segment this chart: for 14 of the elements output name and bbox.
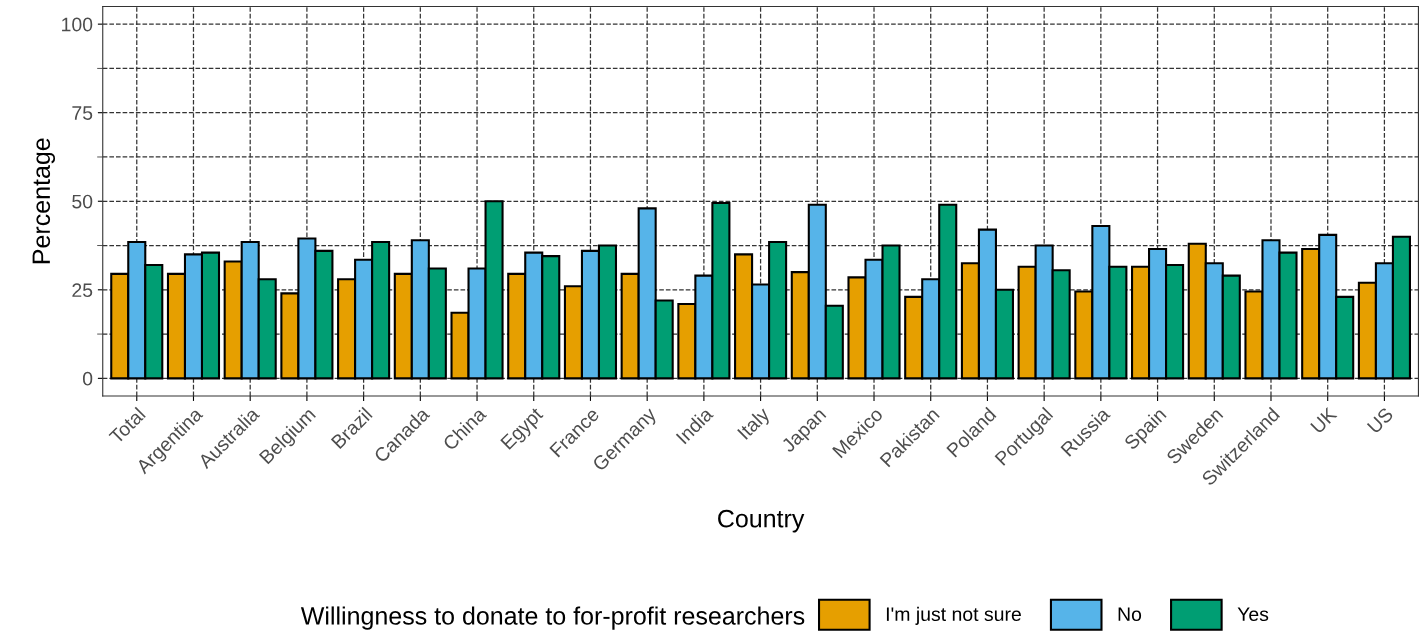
y-tick-label: 100 — [62, 17, 93, 32]
legend-label: I'm just not sure — [886, 606, 1021, 625]
legend-label: Yes — [1237, 607, 1269, 622]
y-axis-title: Percentage — [32, 138, 56, 264]
legend-title: Willingness to donate to for-profit researchers — [300, 606, 805, 630]
x-tick-label: UK — [1310, 406, 1338, 434]
x-tick-label: US — [1366, 406, 1394, 434]
y-tick-label: 0 — [82, 371, 93, 386]
y-tick-label: 50 — [72, 194, 93, 209]
legend-label: No — [1118, 607, 1142, 622]
y-tick-label: 25 — [72, 283, 93, 298]
y-tick-label: 75 — [72, 106, 93, 120]
x-tick-label: Italy — [736, 405, 774, 443]
x-axis-title: Country — [718, 509, 805, 533]
